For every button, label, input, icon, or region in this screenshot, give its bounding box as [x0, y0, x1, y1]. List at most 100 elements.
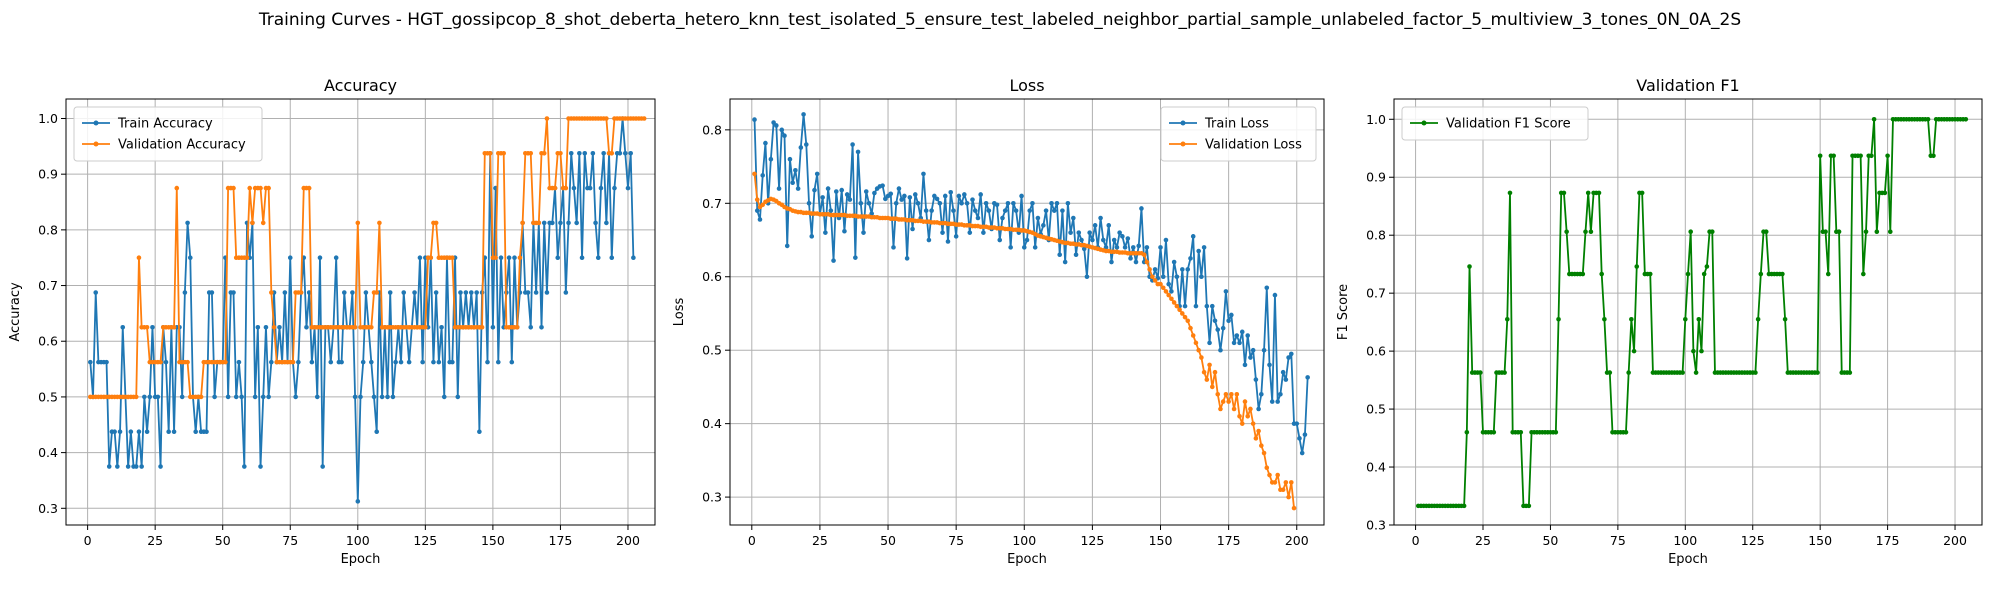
chart2-series-0-point	[1502, 370, 1507, 375]
chart1-series-0-point	[1226, 318, 1231, 324]
chart1-series-0-point	[1299, 450, 1305, 456]
chart1-series-0-point	[981, 230, 986, 235]
chart2-series-0-point	[1688, 229, 1693, 235]
chart0-series-1-point	[558, 150, 563, 156]
chart0-series-0-point	[355, 499, 361, 504]
chart0-series-0-point	[579, 255, 585, 261]
chart2-series-0-point	[1871, 116, 1877, 122]
chart1-series-0-point	[1269, 399, 1275, 404]
chart1-xtick-label: 125	[1080, 533, 1104, 548]
chart0-series-0-point	[328, 359, 334, 365]
chart1-series-0-point	[812, 187, 817, 193]
chart2-series-0-point	[1780, 271, 1785, 277]
chart0-series-0-point	[550, 220, 555, 226]
chart0-series-0-point	[582, 150, 588, 156]
chart1-series-1-point	[1250, 421, 1256, 426]
chart0-series-1-point	[298, 290, 304, 295]
chart1-series-0-point	[1253, 377, 1259, 382]
chart1-series-0-point	[1111, 237, 1117, 243]
chart1-series-0-point	[844, 192, 850, 197]
chart0-series-1-point	[247, 185, 253, 191]
chart0-series-1-point	[552, 185, 558, 191]
chart2-series-0-point	[1925, 116, 1931, 122]
chart2-ytick-label: 0.7	[1366, 286, 1386, 301]
chart1-series-1	[752, 171, 1297, 511]
chart2-series-0-point	[1699, 348, 1704, 354]
chart1-series-1-point	[1259, 443, 1264, 448]
chart1-series-0-point	[1196, 248, 1201, 254]
chart1-series-0-point	[1013, 208, 1019, 213]
chart1-series-0-point	[1289, 351, 1294, 357]
chart0-legend-item: Validation Accuracy	[82, 138, 246, 153]
chart1-series-0-point	[986, 208, 992, 213]
chart1-series-0-point	[784, 243, 790, 249]
chart2-series-0-point	[1847, 370, 1853, 375]
chart2-ytick-label: 0.5	[1366, 402, 1386, 417]
chart1-legend-item: Train Loss	[1169, 117, 1269, 132]
chart1-series-0-point	[814, 171, 820, 177]
chart0-series-1-point	[544, 116, 550, 121]
chart0-series-0-point	[128, 429, 134, 435]
chart1-series-0-point	[883, 196, 888, 202]
chart1-series-0-point	[1136, 243, 1142, 249]
chart0-series-0-point	[104, 359, 109, 365]
chart0-series-0-point	[506, 255, 512, 261]
chart2-series-0-point	[1763, 229, 1769, 235]
chart0-series-1-point	[536, 220, 542, 226]
chart1-series-0-point	[763, 140, 768, 146]
chart2-series-0-point	[1755, 316, 1761, 322]
chart1-series-0-point	[951, 208, 956, 213]
chart1-series-0-point	[1065, 201, 1071, 206]
chart0-series-0-point	[171, 429, 177, 435]
chart0-series-1-point	[133, 394, 139, 400]
chart0-series-0-point	[158, 464, 163, 469]
chart2-series-0-point	[1526, 503, 1532, 509]
chart0-series-0-point	[612, 185, 617, 191]
chart1-series-1-point	[1242, 399, 1248, 404]
chart1-series-0-point	[774, 123, 779, 128]
chart2-xtick-label: 25	[1475, 533, 1491, 548]
chart0-series-0-point	[609, 255, 615, 261]
chart2-series-0-point	[1709, 229, 1715, 235]
chart1-series-0-point	[1125, 236, 1131, 241]
chart2-series-0-point	[1478, 370, 1483, 375]
chart0-series-0-point	[509, 359, 515, 365]
chart0-series-0-point	[495, 359, 501, 365]
chart2-xtick-label: 125	[1741, 533, 1765, 548]
chart1-series-0-point	[866, 201, 872, 206]
chart1-series-0-point	[1237, 340, 1242, 346]
chart1-series-0-point	[1256, 406, 1261, 412]
chart2-ytick-label: 1.0	[1366, 112, 1386, 127]
chart1-series-1-point	[1144, 259, 1150, 265]
chart2-series-0-point	[1836, 229, 1842, 235]
chart1-series-0-point	[970, 197, 975, 202]
chart0-series-0-point	[574, 220, 579, 226]
chart1-series-0-point	[1239, 329, 1245, 335]
chart0-series-0-point	[369, 359, 374, 365]
chart0-series-1-point	[520, 220, 525, 226]
chart0-series-0-point	[436, 359, 442, 365]
chart0-series-0-point	[204, 429, 209, 435]
chart1-series-1-point	[1207, 362, 1212, 368]
chart0-series-0-point	[617, 150, 623, 156]
chart1-series-0-point	[902, 193, 907, 199]
chart1-series-0-point	[768, 156, 774, 162]
chart2-legend-item: Validation F1 Score	[1410, 117, 1571, 132]
chart0-series-0-point	[258, 464, 263, 469]
chart1-series-0-point	[754, 208, 760, 213]
chart1-legend-label: Validation Loss	[1205, 138, 1302, 153]
chart0-series-0-point	[498, 255, 504, 261]
chart1-series-0-point	[872, 190, 877, 196]
chart0-xtick-label: 50	[215, 533, 231, 548]
chart1-series-1-point	[1160, 285, 1166, 291]
chart1-series-0-point	[1204, 303, 1210, 309]
chart0-series-0-point	[242, 464, 247, 469]
chart0-series-0-point	[401, 290, 407, 295]
chart0-series-1-point	[290, 359, 296, 365]
chart1-series-0-point	[932, 193, 937, 199]
chart1-series-1-point	[1201, 369, 1207, 375]
chart0-series-0-point	[239, 394, 244, 400]
chart0-series-0-point	[450, 359, 455, 365]
chart0-series-0-point	[628, 150, 633, 156]
chart2-xtick-label: 75	[1610, 533, 1626, 548]
